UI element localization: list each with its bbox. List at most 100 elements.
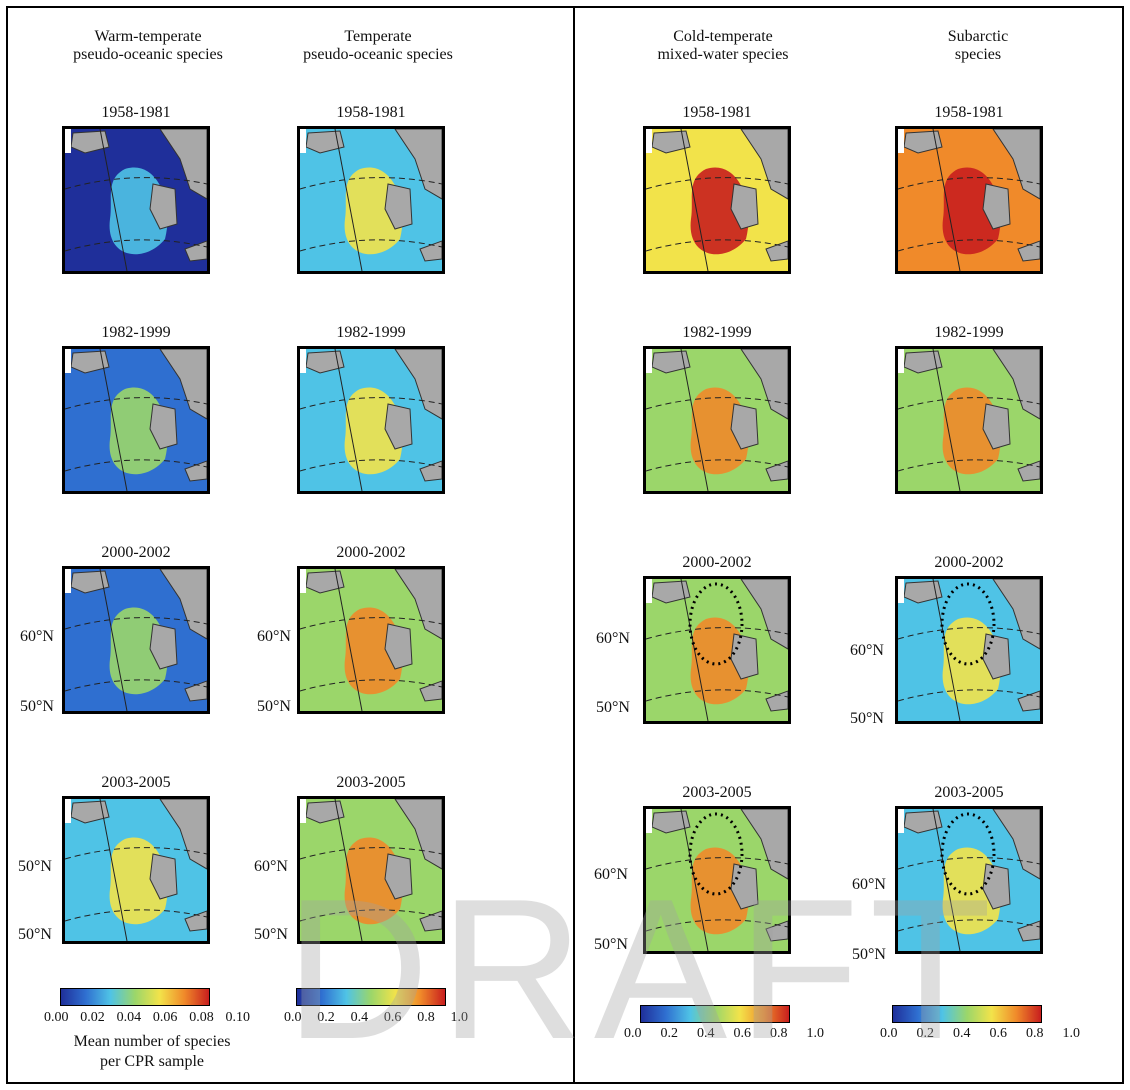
iceland — [70, 570, 110, 594]
meridian-line — [334, 349, 363, 491]
lat-label-60n: 60°N — [20, 628, 54, 645]
map-svg — [300, 129, 442, 271]
map-panel — [643, 576, 791, 724]
landmass — [149, 349, 207, 482]
period-label: 2003-2005 — [682, 784, 752, 801]
title-line-2: pseudo-oceanic species — [303, 46, 453, 63]
latitude-line — [646, 397, 788, 410]
meridian-line — [99, 349, 128, 491]
tick-label: 0.6 — [383, 1010, 402, 1025]
lat-label-50n: 50°N — [594, 936, 628, 953]
latitude-line — [300, 397, 442, 410]
tick-label: 1.0 — [1062, 1026, 1081, 1041]
latitude-line — [898, 459, 1040, 472]
iceland — [651, 350, 691, 374]
period-label: 1982-1999 — [682, 324, 752, 341]
iceland — [903, 580, 943, 604]
latitude-line — [65, 847, 207, 860]
map-panel — [895, 576, 1043, 724]
lat-label-60n: 60°N — [596, 630, 630, 647]
tick-label: 0.6 — [733, 1026, 752, 1041]
latitude-line — [65, 397, 207, 410]
tick-label: 0.06 — [152, 1010, 178, 1025]
meridian-line — [334, 799, 363, 941]
column-title-cold-temperate: Cold-temperate mixed-water species — [613, 28, 833, 64]
no-data-area — [646, 349, 652, 373]
latitude-line — [65, 679, 207, 692]
map-svg — [300, 799, 442, 941]
figure-frame — [6, 6, 1124, 1084]
map-svg — [898, 129, 1040, 271]
meridian-line — [99, 129, 128, 271]
landmass — [384, 569, 442, 702]
title-line-2: pseudo-oceanic species — [73, 46, 223, 63]
period-label: 2000-2002 — [101, 544, 171, 561]
period-label: 2003-2005 — [101, 774, 171, 791]
landmass — [982, 579, 1040, 712]
map-svg — [898, 809, 1040, 951]
title-line-1: Subarctic — [947, 28, 1009, 45]
latitude-line — [65, 239, 207, 252]
tick-label: 0.04 — [116, 1010, 142, 1025]
tick-label: 0.4 — [953, 1026, 971, 1041]
tick-label: 0.08 — [189, 1010, 214, 1025]
lat-label-50n: 50°N — [257, 698, 291, 715]
map-panel — [297, 346, 445, 494]
lat-label-50n: 50°N — [852, 946, 886, 963]
period-label: 2000-2002 — [682, 554, 752, 571]
iceland — [651, 810, 691, 834]
tick-label: 0.00 — [44, 1010, 69, 1025]
iceland — [903, 130, 943, 154]
landmass — [149, 569, 207, 702]
iceland — [651, 580, 691, 604]
tick-label: 1.0 — [450, 1010, 468, 1025]
latitude-line — [646, 857, 788, 870]
no-data-area — [65, 799, 71, 823]
latitude-line — [646, 177, 788, 190]
iceland — [70, 350, 110, 374]
map-panel — [643, 806, 791, 954]
latitude-line — [65, 909, 207, 922]
latitude-line — [898, 627, 1040, 640]
period-label: 1958-1981 — [101, 104, 171, 121]
tick-label: 0.4 — [697, 1026, 715, 1041]
landmass — [730, 349, 788, 482]
landmass — [149, 799, 207, 932]
title-line-2: mixed-water species — [657, 46, 789, 63]
tick-label: 0.2 — [317, 1010, 335, 1025]
colorbar-ticks: 0.0 0.2 0.4 0.6 0.8 1.0 — [624, 1026, 824, 1042]
meridian-line — [680, 809, 709, 951]
lat-label-60n: 60°N — [852, 876, 886, 893]
title-line-2: species — [954, 46, 1002, 63]
no-data-area — [898, 349, 904, 373]
map-svg — [65, 349, 207, 491]
lat-label-50n: 50°N — [20, 698, 54, 715]
latitude-line — [65, 617, 207, 630]
latitude-line — [898, 177, 1040, 190]
lat-label-60n: 60°N — [254, 858, 288, 875]
caption-line-1: Mean number of species — [73, 1033, 231, 1050]
period-label: 1958-1981 — [682, 104, 752, 121]
landmass — [982, 809, 1040, 942]
map-panel — [643, 346, 791, 494]
latitude-line — [65, 177, 207, 190]
meridian-line — [99, 569, 128, 711]
period-label: 2000-2002 — [336, 544, 406, 561]
meridian-line — [680, 579, 709, 721]
latitude-line — [898, 919, 1040, 932]
period-label: 1958-1981 — [336, 104, 406, 121]
map-panel — [297, 566, 445, 714]
highlight-circle — [940, 582, 996, 666]
highlight-circle — [688, 812, 744, 896]
colorbar-warm-temperate — [60, 988, 210, 1006]
lat-label-60n: 60°N — [257, 628, 291, 645]
no-data-area — [65, 349, 71, 373]
tick-label: 0.8 — [1026, 1026, 1044, 1041]
colorbar-caption: Mean number of species per CPR sample — [42, 1032, 262, 1072]
latitude-line — [300, 177, 442, 190]
map-panel — [297, 126, 445, 274]
period-label: 2003-2005 — [336, 774, 406, 791]
map-svg — [646, 579, 788, 721]
iceland — [70, 130, 110, 154]
period-label: 1982-1999 — [934, 324, 1004, 341]
